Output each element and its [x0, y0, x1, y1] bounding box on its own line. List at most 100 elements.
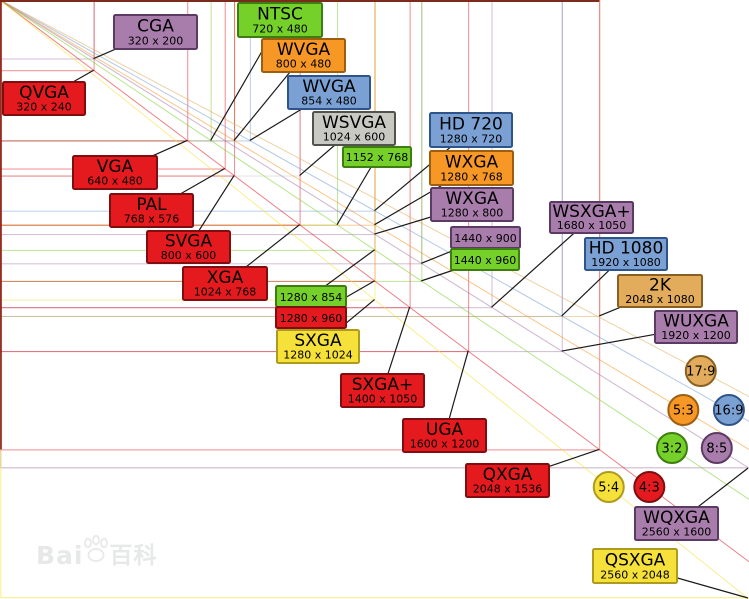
- label-title-text: WVGA: [277, 40, 331, 60]
- standard-label-wsxga-12: WSXGA+1680 x 1050: [549, 201, 634, 234]
- label-subtitle-text: 2560 x 1600: [642, 526, 712, 539]
- label-box-sxga-22: [276, 329, 360, 364]
- label-box-1152-x-768-7: [342, 146, 412, 168]
- label-subtitle-text: 854 x 480: [301, 95, 357, 108]
- aspect-circle-8-5: [700, 432, 733, 464]
- label-box-qsxga-27: [592, 548, 678, 584]
- label-box-wsvga-4: [312, 111, 396, 146]
- label-resolution-text: 1440 x 960: [454, 254, 517, 267]
- label-box-hd-1080-15: [584, 237, 668, 271]
- label-title-text: QSXGA: [605, 551, 666, 571]
- aspect-ratio-text: 16:9: [714, 404, 743, 419]
- aspect-badge-4-3: 4:3: [633, 471, 666, 503]
- label-subtitle-text: 1280 x 768: [440, 171, 503, 184]
- label-box-svga-14: [146, 230, 231, 264]
- label-box-wvga-2: [261, 38, 346, 73]
- label-box-wqxga-26: [634, 506, 719, 541]
- label-title-text: WSXGA+: [552, 202, 630, 222]
- aspect-badge-17-9: 17:9: [684, 355, 717, 387]
- label-resolution-text: 1280 x 854: [280, 291, 343, 304]
- label-box-1440-x-960-16: [450, 248, 520, 271]
- label-subtitle-text: 1600 x 1200: [410, 438, 480, 451]
- label-title-text: HD 1080: [589, 239, 664, 259]
- label-title-text: HD 720: [439, 115, 503, 135]
- aspect-ratio-text: 3:2: [662, 442, 683, 457]
- standard-label-1440-x-960-16: 1440 x 960: [450, 248, 520, 271]
- aspect-badge-5-4: 5:4: [592, 471, 625, 503]
- label-box-wsxga-12: [549, 201, 634, 234]
- aspect-circle-4-3: [633, 471, 666, 503]
- label-title-text: WXGA: [445, 153, 499, 173]
- label-box-qxga-25: [465, 463, 550, 498]
- label-box-sxga-23: [340, 373, 425, 408]
- label-resolution-text: 1440 x 900: [454, 232, 517, 245]
- label-box-wvga-3: [287, 75, 371, 110]
- label-subtitle-text: 2048 x 1080: [625, 293, 695, 306]
- label-subtitle-text: 800 x 480: [276, 58, 332, 71]
- label-subtitle-text: 1024 x 768: [194, 286, 257, 299]
- standard-label-1280-x-960-21: 1280 x 960: [275, 306, 347, 329]
- label-subtitle-text: 1280 x 720: [440, 133, 503, 146]
- aspect-ratio-text: 5:3: [673, 404, 694, 419]
- label-resolution-text: 1280 x 960: [280, 312, 343, 325]
- label-subtitle-text: 640 x 480: [87, 175, 143, 188]
- aspect-line-17-9: [0, 0, 749, 397]
- aspect-badge-16-9: 16:9: [712, 394, 745, 426]
- label-title-text: NTSC: [257, 5, 303, 25]
- label-subtitle-text: 1920 x 1080: [591, 256, 661, 269]
- label-box-cga-0: [113, 14, 198, 50]
- label-box-1280-x-960-21: [275, 306, 347, 329]
- aspect-circle-5-3: [667, 394, 700, 426]
- label-box-qvga-5: [2, 81, 86, 116]
- label-box-wxga-8: [429, 150, 514, 186]
- aspect-circle-17-9: [684, 355, 717, 387]
- label-subtitle-text: 320 x 200: [128, 35, 184, 48]
- label-box-wuxga-20: [654, 310, 738, 344]
- label-title-text: WXGA: [445, 189, 499, 209]
- standard-label-sxga-23: SXGA+1400 x 1050: [340, 373, 425, 408]
- label-title-text: WUXGA: [663, 312, 729, 332]
- label-subtitle-text: 1280 x 800: [441, 207, 504, 220]
- aspect-circle-16-9: [712, 394, 745, 426]
- aspect-badge-8-5: 8:5: [700, 432, 733, 464]
- aspect-ratio-text: 4:3: [639, 481, 660, 496]
- standard-label-1280-x-854-19: 1280 x 854: [275, 285, 347, 308]
- label-title-text: WQXGA: [643, 508, 710, 528]
- label-subtitle-text: 320 x 240: [16, 101, 72, 114]
- label-subtitle-text: 1400 x 1050: [348, 393, 418, 406]
- standard-label-1152-x-768-7: 1152 x 768: [342, 146, 412, 168]
- label-box-wxga-10: [430, 187, 514, 222]
- label-title-text: VGA: [97, 157, 134, 177]
- label-subtitle-text: 1024 x 600: [323, 131, 386, 144]
- label-resolution-text: 1152 x 768: [346, 151, 409, 164]
- label-title-text: PAL: [136, 195, 167, 215]
- aspect-circle-5-4: [592, 471, 625, 503]
- aspect-line-3-2: [0, 0, 749, 500]
- label-box-hd-720-6: [429, 112, 513, 148]
- label-title-text: UGA: [426, 420, 464, 440]
- label-title-text: XGA: [207, 268, 244, 288]
- label-title-text: CGA: [137, 17, 174, 37]
- label-title-text: 2K: [649, 276, 672, 296]
- standard-label-1440-x-900-13: 1440 x 900: [450, 226, 521, 249]
- label-subtitle-text: 768 x 576: [124, 213, 180, 226]
- label-title-text: SVGA: [165, 232, 213, 252]
